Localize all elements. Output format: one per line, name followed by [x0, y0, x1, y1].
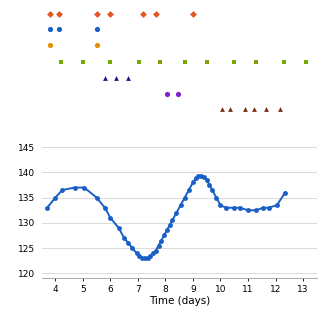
Point: [47, 11, 52, 16]
X-axis label: Time (days): Time (days): [148, 296, 210, 307]
Point: [47, 42, 52, 47]
Point: [303, 60, 308, 65]
Point: [182, 60, 187, 65]
Point: [47, 27, 52, 32]
Point: [126, 76, 131, 81]
Point: [153, 11, 158, 16]
Point: [251, 107, 256, 112]
Point: [94, 27, 99, 32]
Point: [190, 11, 196, 16]
Point: [57, 27, 62, 32]
Point: [232, 60, 237, 65]
Point: [57, 11, 62, 16]
Point: [80, 60, 85, 65]
Point: [137, 60, 142, 65]
Point: [141, 11, 146, 16]
Point: [219, 107, 224, 112]
Point: [94, 42, 99, 47]
Point: [228, 107, 233, 112]
Point: [108, 11, 113, 16]
Point: [108, 60, 113, 65]
Point: [113, 76, 118, 81]
Point: [175, 91, 180, 96]
Point: [263, 107, 268, 112]
Point: [277, 107, 282, 112]
Point: [164, 91, 169, 96]
Point: [281, 60, 286, 65]
Point: [58, 60, 63, 65]
Point: [94, 11, 99, 16]
Point: [157, 60, 163, 65]
Point: [254, 60, 259, 65]
Point: [102, 76, 108, 81]
Point: [204, 60, 209, 65]
Point: [243, 107, 248, 112]
